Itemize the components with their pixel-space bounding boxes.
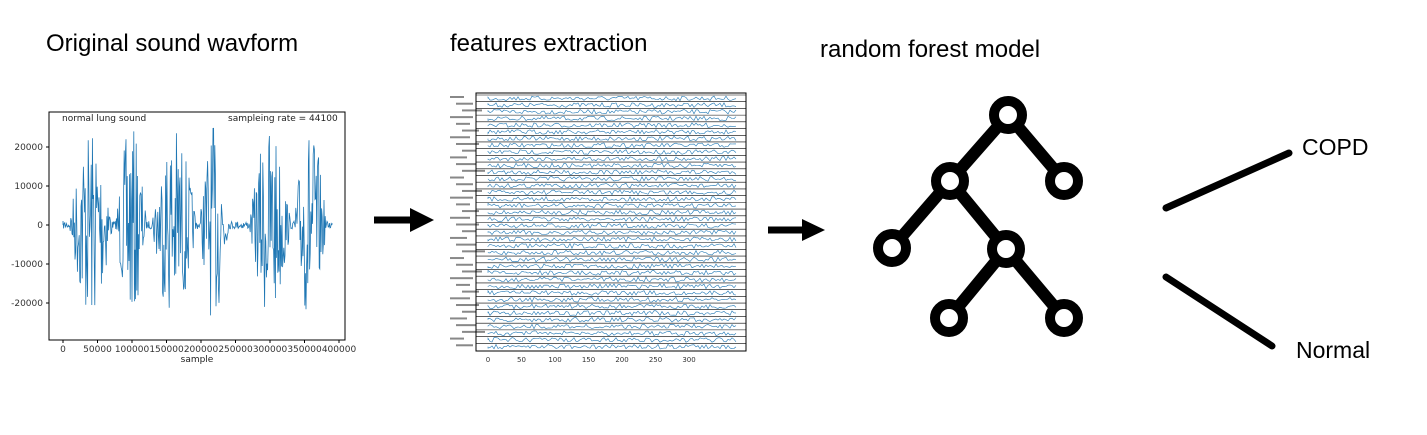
features-x-tick-label: 200: [615, 356, 628, 364]
branch-to-copd: [1162, 149, 1293, 212]
waveform-x-axis-label: sample: [181, 355, 214, 365]
features-x-tick-label: 0: [486, 356, 490, 364]
outcome-normal-label: Normal: [1296, 337, 1371, 363]
features-x-tick-label: 150: [582, 356, 595, 364]
features-stage-title: features extraction: [450, 30, 648, 57]
waveform-plot: normal lung sound sampleing rate = 44100…: [11, 111, 356, 365]
features-plot: 0 50 100 150 200 250 300: [450, 92, 747, 364]
waveform-x-tick-label: 200000: [184, 345, 219, 355]
model-stage-title: random forest model: [820, 36, 1041, 63]
features-row-labels: [450, 96, 485, 347]
features-rows: [476, 94, 746, 350]
output-branches: [1162, 149, 1293, 350]
waveform-x-tick-label: 0: [60, 345, 66, 355]
waveform-x-tick-label: 150000: [149, 345, 184, 355]
features-x-tick-label: 300: [682, 356, 695, 364]
waveform-y-tick-label: -20000: [11, 299, 43, 309]
waveform-x-tick-label: 400000: [322, 345, 357, 355]
waveform-x-tick-label: 100000: [115, 345, 150, 355]
features-x-ticks: 0 50 100 150 200 250 300: [486, 356, 696, 364]
arrow-features-to-model: [768, 219, 825, 241]
branch-to-normal: [1162, 273, 1276, 350]
waveform-y-tick-label: 0: [37, 221, 43, 231]
waveform-y-ticks: 20000 10000 0 -10000 -20000: [11, 143, 49, 309]
features-x-tick-label: 100: [548, 356, 561, 364]
waveform-y-tick-label: 20000: [14, 143, 43, 153]
waveform-signal: [62, 127, 333, 316]
waveform-x-tick-label: 250000: [218, 345, 253, 355]
features-x-tick-label: 50: [517, 356, 526, 364]
waveform-x-tick-label: 300000: [253, 345, 288, 355]
outcome-copd-label: COPD: [1302, 134, 1369, 160]
features-plot-frame: [475, 92, 747, 352]
waveform-x-ticks: 0 50000 100000 150000 200000 250000 300000 3500…: [60, 340, 356, 355]
waveform-y-tick-label: -10000: [11, 260, 43, 270]
decision-tree-icon: [873, 96, 1083, 337]
waveform-annotation-left: normal lung sound: [62, 114, 146, 124]
features-x-tick-label: 250: [649, 356, 662, 364]
waveform-annotation-right: sampleing rate = 44100: [228, 114, 338, 124]
waveform-y-tick-label: 10000: [14, 182, 43, 192]
arrow-waveform-to-features: [374, 208, 434, 232]
waveform-x-tick-label: 50000: [83, 345, 112, 355]
waveform-x-tick-label: 350000: [287, 345, 322, 355]
waveform-stage-title: Original sound wavform: [46, 30, 299, 57]
